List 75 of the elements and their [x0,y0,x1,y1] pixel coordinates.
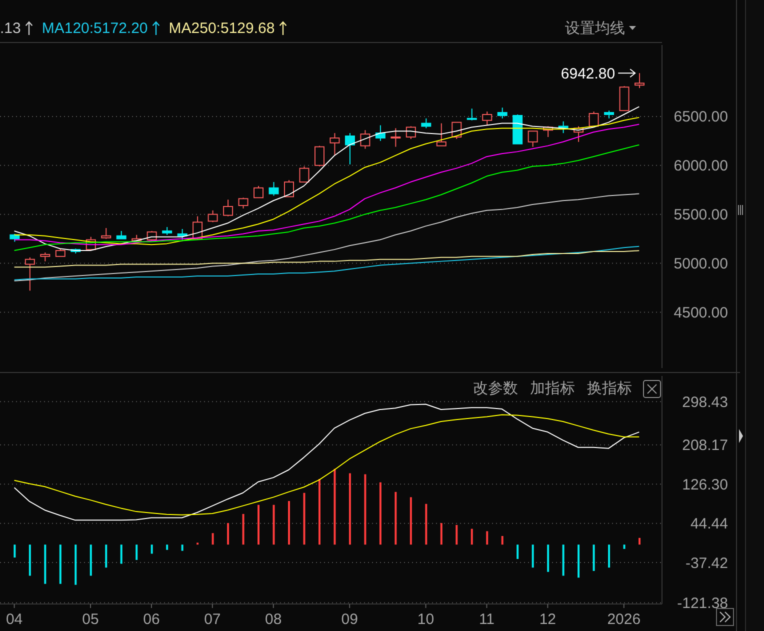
line-series [14,250,640,268]
bar [150,544,153,554]
candlestick [330,132,340,156]
bar [348,473,351,545]
bar [394,492,397,545]
y-tick-label: 6500.00 [674,108,728,126]
bar [258,504,260,545]
y-tick-label: 4500.00 [674,304,728,322]
line-series [14,144,640,252]
x-tick-label: 12 [539,611,556,628]
y-tick-label: 126.30 [682,476,728,494]
bar [318,478,320,545]
bar [364,474,366,545]
bar [470,528,473,545]
bar [592,544,595,571]
legend-label: MA250:5129.68 [168,20,275,36]
bar [578,544,580,578]
x-tick-label: 11 [478,611,495,628]
annotation: 改参数 [473,379,518,398]
bar [547,544,550,572]
bar [28,544,31,576]
line-series [14,193,640,282]
legend-label: .13 [0,20,21,36]
bar [410,497,412,545]
bar [181,544,184,551]
bar [440,523,442,545]
y-tick-label: -37.42 [685,554,728,572]
y-tick-label: -121.38 [677,594,728,612]
bar [379,482,382,545]
x-tick-label: 10 [417,611,434,628]
bar [638,538,641,545]
y-tick-label: 6000.00 [674,158,728,175]
line-series [14,246,640,280]
y-tick-label: 298.43 [682,394,728,411]
bar [227,523,230,545]
x-tick-label: 2026 [607,611,641,628]
bar [303,492,306,545]
x-tick-label: 07 [204,611,221,628]
x-tick-label: 08 [265,611,282,628]
text: 设置均线 [565,18,625,38]
bar [334,468,336,545]
legend-label: MA120:5172.20 [42,20,148,36]
bar [608,544,610,568]
bar [14,544,16,558]
x-tick-label: 04 [6,611,23,628]
bar [425,504,428,545]
bar [486,531,488,545]
bar [562,544,564,576]
x-tick-label: 09 [341,611,358,628]
bar [120,544,122,564]
y-tick-label: 5000.00 [674,256,728,273]
bar [516,544,519,559]
bar [288,501,290,545]
bar [59,544,62,584]
bar [166,544,168,550]
annotation: 加指标 [530,379,575,398]
bar [242,514,244,545]
bar [74,544,77,585]
bar [532,544,534,568]
bar [456,524,458,545]
bar [212,533,214,545]
bar [501,536,504,545]
bar [44,544,46,584]
bar [623,544,626,549]
x-tick-label: 06 [143,611,160,628]
bar [136,544,138,560]
y-tick-label: 208.17 [682,437,728,454]
bar [272,504,275,545]
x-tick-label: 05 [82,611,99,628]
y-tick-label: 5500.00 [674,206,728,224]
annotation: 6942.80 [560,65,616,82]
bar [105,544,108,568]
y-tick-label: 44.44 [690,516,728,533]
annotation: 换指标 [587,379,632,398]
bar [90,544,92,576]
